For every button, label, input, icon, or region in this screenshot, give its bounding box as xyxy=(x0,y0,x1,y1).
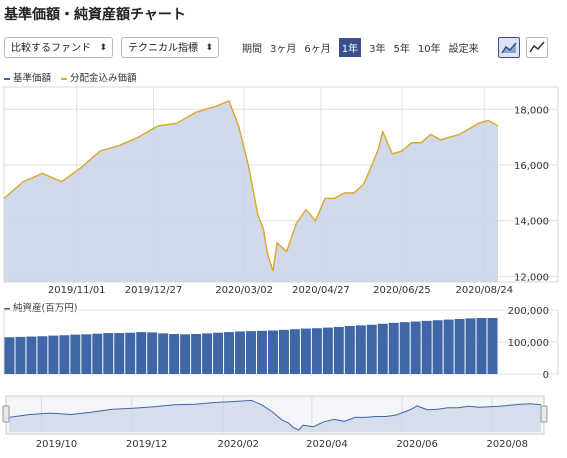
net-assets-chart: 0 100,000 200,000 xyxy=(3,306,559,381)
volume-bar xyxy=(147,332,158,374)
legend-item-nav: 基準価額 xyxy=(4,70,51,84)
compare-fund-label: 比較するファンド xyxy=(11,43,91,54)
x-tick-label: 2020/08/24 xyxy=(455,285,513,296)
volume-bar xyxy=(256,330,267,374)
navigator-x-tick-label: 2019/10 xyxy=(36,439,78,450)
range-handle-left[interactable] xyxy=(2,405,10,423)
volume-bar xyxy=(278,329,289,374)
volume-bar xyxy=(432,320,443,374)
price-area xyxy=(4,100,498,283)
navigator-line xyxy=(8,399,542,431)
volume-bar xyxy=(487,318,498,374)
technical-indicator-select[interactable]: テクニカル指標 ⬍ xyxy=(121,37,219,58)
volume-bar xyxy=(169,334,180,374)
volume-bar xyxy=(399,322,410,374)
volume-bar xyxy=(355,325,366,374)
volume-bar xyxy=(311,328,322,374)
volume-bar xyxy=(48,335,59,374)
updown-icon: ⬍ xyxy=(205,43,213,53)
period-3y[interactable]: 3年 xyxy=(369,44,386,55)
volume-bar xyxy=(267,330,278,374)
range-navigator[interactable]: 2019/10 2019/12 2020/02 2020/04 2020/06 2020/… xyxy=(0,388,567,458)
navigator-x-tick-label: 2020/06 xyxy=(396,439,438,450)
updown-icon: ⬍ xyxy=(99,43,107,53)
volume-bar xyxy=(421,320,432,374)
period-6m[interactable]: 6ヶ月 xyxy=(304,44,331,55)
dist-line xyxy=(3,99,499,272)
volume-y-tick-label: 100,000 xyxy=(508,338,549,349)
volume-bar xyxy=(92,333,103,374)
volume-bar xyxy=(202,333,213,374)
volume-bar xyxy=(344,326,355,374)
y-tick-label: 12,000 xyxy=(514,272,549,283)
technical-indicator-label: テクニカル指標 xyxy=(128,43,198,54)
navigator-x-tick-label: 2020/04 xyxy=(306,439,348,450)
x-tick-label: 2020/06/25 xyxy=(373,285,431,296)
volume-bar xyxy=(158,333,169,374)
volume-bar xyxy=(410,321,421,374)
volume-bar xyxy=(443,319,454,374)
volume-bar xyxy=(377,323,388,374)
volume-bar xyxy=(125,332,136,374)
page-title: 基準価額・純資産額チャート xyxy=(4,7,186,23)
period-label: 期間 xyxy=(242,44,262,55)
volume-bar xyxy=(454,318,465,374)
period-1y[interactable]: 1年 xyxy=(338,38,362,57)
volume-y-tick-label: 0 xyxy=(543,370,549,381)
x-tick-label: 2020/03/02 xyxy=(215,285,273,296)
volume-bar xyxy=(26,336,37,374)
volume-bar xyxy=(191,334,202,374)
volume-bar xyxy=(224,332,235,374)
volume-bar xyxy=(476,318,487,374)
volume-bar xyxy=(114,333,125,374)
volume-bar xyxy=(4,337,15,374)
volume-title: 純資産(百万円) xyxy=(4,300,77,314)
volume-bar xyxy=(213,332,224,374)
volume-bar xyxy=(246,331,256,374)
volume-bar xyxy=(289,329,300,374)
navigator-x-tick-label: 2020/02 xyxy=(218,439,260,450)
volume-bar xyxy=(388,322,399,374)
volume-bar xyxy=(103,333,114,374)
volume-bar xyxy=(300,328,311,374)
volume-bar xyxy=(70,334,81,374)
volume-bar xyxy=(136,332,147,374)
volume-bar xyxy=(333,326,344,374)
navigator-x-tick-label: 2020/08 xyxy=(486,439,528,450)
line-chart-icon xyxy=(529,41,545,53)
volume-bar xyxy=(366,324,377,374)
period-10y[interactable]: 10年 xyxy=(417,44,441,55)
area-chart-button[interactable] xyxy=(498,37,520,58)
period-5y[interactable]: 5年 xyxy=(393,44,410,55)
legend-item-dist: 分配金込み価額 xyxy=(61,70,137,84)
period-selector: 期間 3ヶ月 6ヶ月 1年 3年 5年 10年 設定来 xyxy=(242,37,487,58)
volume-bar xyxy=(235,331,246,374)
volume-bar xyxy=(81,334,92,374)
area-chart-icon xyxy=(501,42,517,54)
navigator-x-tick-label: 2019/12 xyxy=(126,439,168,450)
y-tick-label: 14,000 xyxy=(514,217,549,228)
volume-y-tick-label: 200,000 xyxy=(508,306,549,317)
x-tick-label: 2019/12/27 xyxy=(125,285,183,296)
x-tick-label: 2020/04/27 xyxy=(292,285,350,296)
chart-legend: 基準価額 分配金込み価額 xyxy=(4,70,137,84)
period-since-inception[interactable]: 設定来 xyxy=(448,44,479,55)
period-3m[interactable]: 3ヶ月 xyxy=(270,44,297,55)
volume-bar xyxy=(15,336,26,374)
y-tick-label: 18,000 xyxy=(514,105,549,116)
y-tick-label: 16,000 xyxy=(514,161,549,172)
range-handle-right[interactable] xyxy=(540,405,548,423)
volume-bar xyxy=(322,327,333,374)
volume-bar xyxy=(465,318,476,374)
volume-bar xyxy=(180,334,191,374)
navigator-area xyxy=(9,400,541,432)
compare-fund-select[interactable]: 比較するファンド ⬍ xyxy=(4,37,113,58)
price-chart: 12,000 14,000 16,000 18,000 2019/11/01 2019/… xyxy=(3,86,559,296)
volume-bar xyxy=(59,335,70,374)
line-chart-button[interactable] xyxy=(526,37,548,58)
volume-bar xyxy=(37,336,48,374)
x-tick-label: 2019/11/01 xyxy=(48,285,106,296)
